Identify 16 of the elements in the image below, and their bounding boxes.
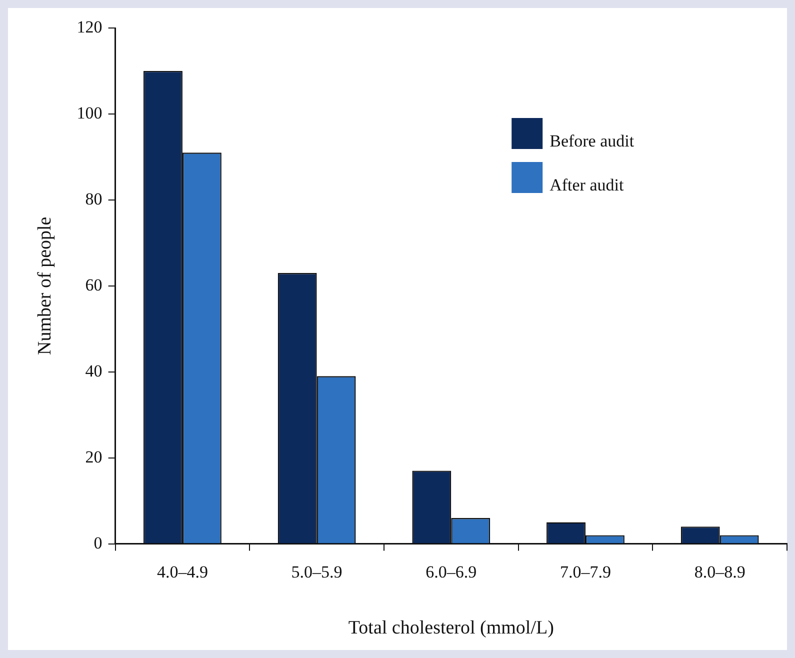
- y-axis-title: Number of people: [34, 216, 56, 356]
- y-tick-label: 120: [76, 17, 102, 36]
- y-tick-label: 100: [76, 103, 102, 122]
- x-tick-label: 6.0–6.9: [426, 562, 477, 582]
- y-tick-label: 60: [85, 275, 102, 294]
- legend-label: After audit: [550, 175, 624, 194]
- y-tick-label: 80: [85, 189, 102, 208]
- x-axis-title: Total cholesterol (mmol/L): [348, 618, 554, 639]
- x-tick-label: 5.0–5.9: [291, 562, 342, 582]
- y-tick-label: 40: [85, 361, 102, 380]
- x-tick-label: 7.0–7.9: [560, 562, 611, 582]
- legend-label: Before audit: [550, 131, 634, 150]
- y-tick-label: 0: [94, 533, 102, 552]
- x-tick-label: 4.0–4.9: [156, 562, 208, 582]
- y-tick-label: 20: [85, 447, 102, 466]
- x-tick-label: 8.0–8.9: [694, 562, 746, 582]
